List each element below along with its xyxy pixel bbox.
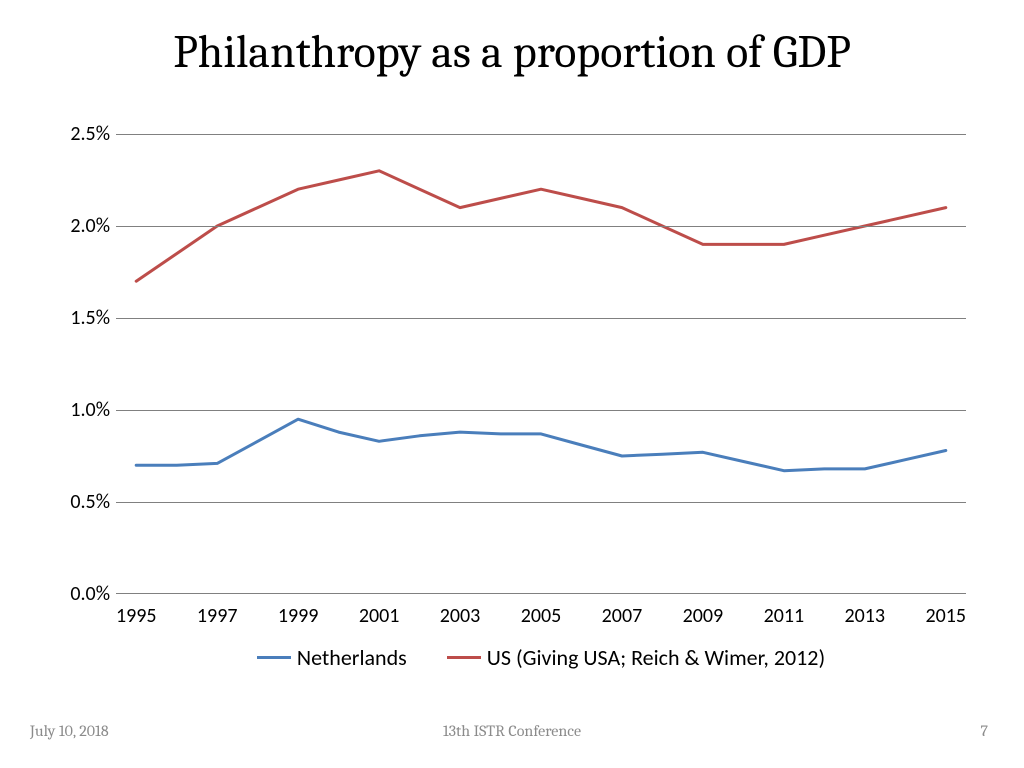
slide: Philanthropy as a proportion of GDP 1995… <box>0 0 1024 768</box>
x-tick-label: 2013 <box>845 604 886 628</box>
chart-legend: Netherlands US (Giving USA; Reich & Wimer… <box>116 642 966 672</box>
legend-swatch <box>447 656 481 659</box>
legend-swatch <box>257 656 291 659</box>
y-tick-label: 0.0% <box>70 582 110 606</box>
y-tick-label: 2.0% <box>70 214 110 238</box>
gridline <box>116 318 966 319</box>
x-tick-label: 1997 <box>197 604 238 628</box>
footer-conference: 13th ISTR Conference <box>0 722 1024 740</box>
plot-area <box>116 134 966 594</box>
legend-label: Netherlands <box>297 644 407 671</box>
footer-page-number: 7 <box>980 722 988 740</box>
x-tick-label: 1999 <box>278 604 319 628</box>
gridline <box>116 134 966 135</box>
x-tick-label: 2005 <box>521 604 562 628</box>
x-tick-label: 2009 <box>683 604 724 628</box>
legend-item: Netherlands <box>257 644 407 671</box>
series-line <box>136 419 946 471</box>
x-tick-label: 2001 <box>359 604 400 628</box>
x-axis-labels: 1995 1997 1999 2001 2003 2005 2007 2009 2011 2013… <box>116 604 966 634</box>
line-chart: 1995 1997 1999 2001 2003 2005 2007 2009 2011 2013… <box>46 118 976 678</box>
gridline <box>116 410 966 411</box>
x-tick-label: 1995 <box>116 604 157 628</box>
chart-series-svg <box>116 134 966 594</box>
gridline <box>116 502 966 503</box>
x-tick-label: 2003 <box>440 604 481 628</box>
y-tick-label: 1.0% <box>70 398 110 422</box>
x-tick-label: 2015 <box>925 604 966 628</box>
legend-item: US (Giving USA; Reich & Wimer, 2012) <box>447 644 825 671</box>
y-tick-label: 0.5% <box>70 490 110 514</box>
slide-footer: July 10, 2018 13th ISTR Conference 7 <box>0 722 1024 746</box>
slide-title: Philanthropy as a proportion of GDP <box>0 26 1024 79</box>
y-tick-label: 1.5% <box>70 306 110 330</box>
x-tick-label: 2011 <box>764 604 805 628</box>
y-tick-label: 2.5% <box>70 122 110 146</box>
gridline <box>116 226 966 227</box>
x-tick-label: 2007 <box>602 604 643 628</box>
legend-label: US (Giving USA; Reich & Wimer, 2012) <box>487 644 825 671</box>
